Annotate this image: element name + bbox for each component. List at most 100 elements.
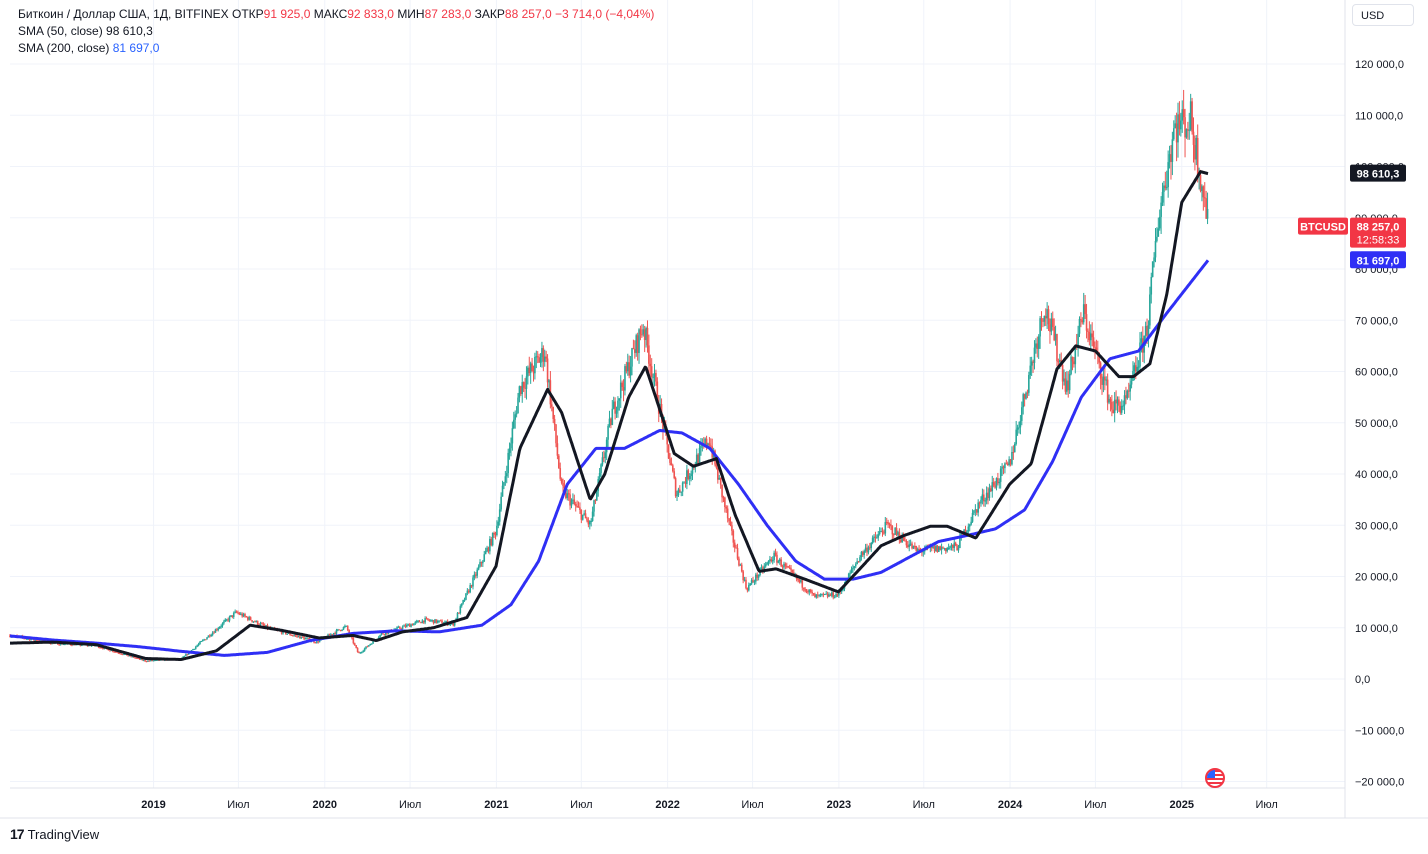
candle-body — [245, 616, 248, 618]
candle-body — [1066, 380, 1068, 392]
candle-body — [590, 520, 592, 522]
candle-body — [809, 589, 812, 592]
candle-body — [980, 499, 982, 504]
candle-body — [847, 573, 850, 580]
price-badge: 88 257,0 — [1357, 222, 1400, 234]
candle-body — [890, 524, 892, 527]
candle-body — [733, 542, 736, 548]
candle-body — [949, 546, 951, 549]
candle-body — [239, 613, 242, 615]
candle-body — [892, 534, 895, 536]
candle-body — [870, 542, 873, 548]
candle-body — [1163, 185, 1165, 192]
candle-body — [628, 362, 630, 376]
candle-body — [217, 628, 220, 630]
candle-body — [1177, 114, 1179, 143]
tradingview-logo[interactable]: 17 TradingView — [10, 826, 99, 842]
legend-sma200-row[interactable]: SMA (200, close) 81 697,0 — [18, 40, 654, 57]
candle-body — [1111, 401, 1113, 410]
candle-body — [1122, 405, 1124, 407]
y-tick-label: 20 000,0 — [1355, 572, 1398, 584]
candle-body — [881, 531, 884, 533]
candle-body — [428, 619, 431, 621]
candle-body — [933, 546, 936, 552]
candle-body — [947, 548, 950, 550]
x-tick-label: Июл — [913, 799, 935, 811]
candle-body — [983, 494, 985, 502]
candle-body — [884, 522, 887, 534]
candle-body — [735, 547, 737, 549]
candle-body — [1187, 129, 1189, 131]
candle-body — [379, 634, 381, 638]
candle-body — [777, 561, 780, 563]
candle-body — [558, 455, 560, 469]
candle-body — [767, 560, 770, 563]
candle-body — [489, 538, 491, 552]
candle-body — [194, 646, 197, 649]
candle-body — [1021, 407, 1023, 421]
candle-body — [529, 363, 532, 374]
candle-body — [546, 358, 549, 383]
candle-body — [149, 660, 152, 662]
candle-body — [438, 620, 441, 622]
candle-body — [193, 648, 196, 650]
candle-body — [874, 536, 877, 539]
candle-body — [888, 524, 891, 526]
candle-body — [204, 639, 207, 641]
candle-body — [434, 619, 436, 624]
candle-body — [417, 620, 419, 622]
candle-body — [397, 626, 400, 628]
candle-body — [199, 641, 201, 644]
candle-body — [901, 535, 903, 543]
candle-body — [968, 524, 971, 527]
legend-sma50-row[interactable]: SMA (50, close) 98 610,3 — [18, 23, 654, 40]
candle-body — [429, 620, 432, 622]
candle-body — [383, 634, 386, 636]
candle-body — [414, 621, 417, 624]
candle-body — [476, 569, 479, 576]
candle-body — [739, 564, 742, 566]
candle-body — [877, 534, 880, 538]
candle-body — [192, 649, 194, 651]
candle-body — [1085, 314, 1088, 331]
candle-body — [154, 660, 156, 662]
candle-body — [1182, 109, 1185, 118]
candle-body — [783, 563, 785, 568]
candle-body — [802, 587, 805, 589]
candle-body — [539, 357, 542, 363]
candle-body — [1077, 333, 1079, 348]
candle-body — [503, 482, 505, 486]
candle-body — [411, 624, 414, 626]
candle-body — [338, 629, 341, 631]
candle-body — [676, 495, 678, 497]
candle-body — [704, 438, 706, 445]
candle-body — [1088, 331, 1091, 341]
candle-body — [1102, 376, 1105, 385]
candle-body — [573, 499, 576, 505]
candle-body — [880, 531, 882, 533]
candle-body — [776, 554, 778, 563]
candle-body — [1018, 427, 1020, 429]
candle-body — [203, 639, 205, 641]
candle-body — [740, 564, 743, 572]
candle-body — [445, 621, 448, 623]
candle-body — [348, 630, 350, 634]
candle-body — [916, 548, 919, 552]
candle-body — [515, 413, 518, 415]
candle-body — [593, 500, 595, 512]
us-flag-icon[interactable] — [1205, 768, 1225, 788]
x-tick-label: 2023 — [827, 799, 851, 811]
currency-button[interactable]: USD — [1352, 4, 1414, 26]
candle-body — [332, 633, 335, 635]
sma50-badge-bg — [1350, 164, 1406, 182]
candle-body — [887, 522, 889, 525]
candle-body — [1108, 398, 1110, 403]
candle-body — [1013, 443, 1016, 453]
candle-body — [822, 593, 825, 595]
candle-body — [231, 615, 234, 617]
candle-body — [752, 580, 754, 582]
candle-body — [853, 566, 856, 568]
candle-body — [618, 398, 621, 401]
